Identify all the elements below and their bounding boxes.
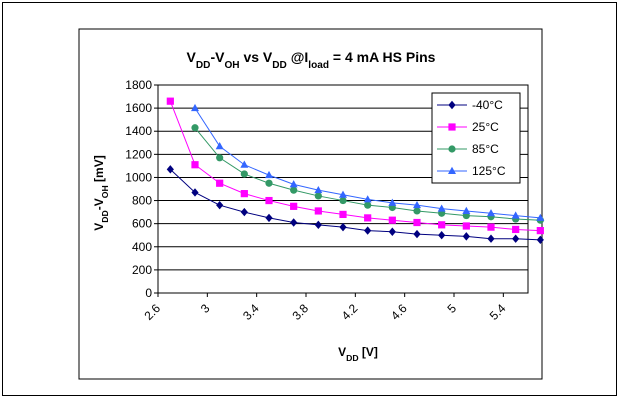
- y-tick-label: 1000: [125, 170, 152, 184]
- data-point: [265, 196, 273, 205]
- series-1: [166, 97, 544, 235]
- data-point: [265, 179, 273, 187]
- data-point: [216, 200, 224, 210]
- legend-label: 125°C: [472, 164, 506, 178]
- plot-area: [157, 84, 529, 294]
- data-point: [290, 218, 298, 227]
- data-point: [314, 192, 322, 200]
- data-point: [240, 207, 248, 217]
- data-point: [487, 209, 495, 217]
- data-point: [511, 211, 520, 219]
- legend-item: 25°C: [437, 120, 499, 134]
- data-point: [438, 221, 446, 229]
- series-3: [191, 103, 545, 221]
- data-point: [339, 210, 347, 219]
- data-point: [265, 170, 273, 179]
- data-point: [339, 196, 347, 205]
- legend-label: 85°C: [472, 142, 499, 156]
- y-tick-label: 600: [132, 217, 152, 231]
- data-point: [240, 170, 248, 178]
- y-tick-label: 1600: [125, 101, 152, 115]
- y-tick-label: 800: [132, 194, 152, 208]
- legend-marker: [448, 166, 456, 174]
- data-point: [388, 216, 396, 224]
- series-layer: [166, 97, 545, 245]
- data-point: [462, 222, 470, 230]
- data-point: [191, 161, 199, 169]
- data-point: [314, 207, 322, 215]
- data-point: [191, 188, 199, 197]
- data-point: [413, 200, 421, 209]
- data-point: [437, 204, 446, 212]
- y-tick-label: 1400: [125, 124, 152, 138]
- series-line: [169, 100, 541, 232]
- data-point: [413, 218, 421, 227]
- data-point: [462, 206, 471, 214]
- data-point: [215, 142, 224, 150]
- series-0: [166, 165, 544, 245]
- data-point: [462, 232, 470, 241]
- data-point: [166, 165, 174, 174]
- legend-label: -40°C: [472, 98, 503, 112]
- data-point: [512, 234, 520, 243]
- data-point: [339, 222, 347, 232]
- y-tick-label: 1800: [125, 78, 152, 92]
- data-point: [290, 186, 298, 194]
- data-point: [191, 103, 199, 112]
- data-point: [314, 185, 323, 194]
- legend-item: 125°C: [437, 164, 506, 178]
- data-point: [536, 227, 544, 235]
- data-point: [487, 223, 495, 231]
- chart-title: VDD-VOH vs VDD @Iload = 4 mA HS Pins: [187, 49, 436, 71]
- y-axis-label: VDD-VOH [mV]: [92, 155, 110, 230]
- legend-marker: [448, 100, 456, 110]
- y-tick-label: 200: [132, 263, 152, 277]
- data-point: [536, 213, 545, 221]
- series-2: [191, 124, 544, 224]
- data-point: [487, 234, 495, 243]
- x-axis-label: VDD [V]: [338, 345, 378, 363]
- data-point: [314, 220, 322, 230]
- data-point: [289, 180, 298, 188]
- data-point: [290, 202, 298, 210]
- data-point: [216, 154, 224, 162]
- series-line: [169, 168, 541, 241]
- data-point: [536, 235, 544, 245]
- data-point: [512, 225, 520, 234]
- chart-area: [78, 28, 543, 380]
- y-tick-label: 0: [145, 286, 152, 300]
- data-point: [364, 201, 372, 209]
- legend-item: 85°C: [437, 142, 499, 156]
- data-point: [413, 207, 421, 215]
- data-point: [364, 226, 372, 235]
- data-point: [438, 231, 446, 240]
- legend-box: [431, 92, 521, 184]
- data-point: [240, 160, 249, 168]
- data-point: [191, 124, 199, 132]
- y-tick-label: 400: [132, 240, 152, 254]
- data-point: [413, 229, 421, 239]
- data-point: [240, 190, 248, 198]
- data-point: [216, 179, 224, 187]
- chart-frame: [2, 2, 617, 396]
- y-axis-ticks: 0 200 400 600 800 1000 1200 1400 1600 1800: [125, 78, 158, 300]
- legend: -40°C 25°C 85°C 125°C: [431, 92, 521, 184]
- y-tick-label: 1200: [125, 147, 152, 161]
- legend-item: -40°C: [437, 98, 503, 112]
- legend-marker: [448, 123, 456, 131]
- data-point: [388, 227, 396, 236]
- data-point: [339, 190, 347, 198]
- data-point: [265, 213, 273, 223]
- data-point: [166, 97, 174, 105]
- data-point: [364, 214, 372, 222]
- data-point: [388, 198, 397, 206]
- data-point: [363, 195, 372, 203]
- legend-label: 25°C: [472, 120, 499, 134]
- legend-marker: [448, 145, 456, 153]
